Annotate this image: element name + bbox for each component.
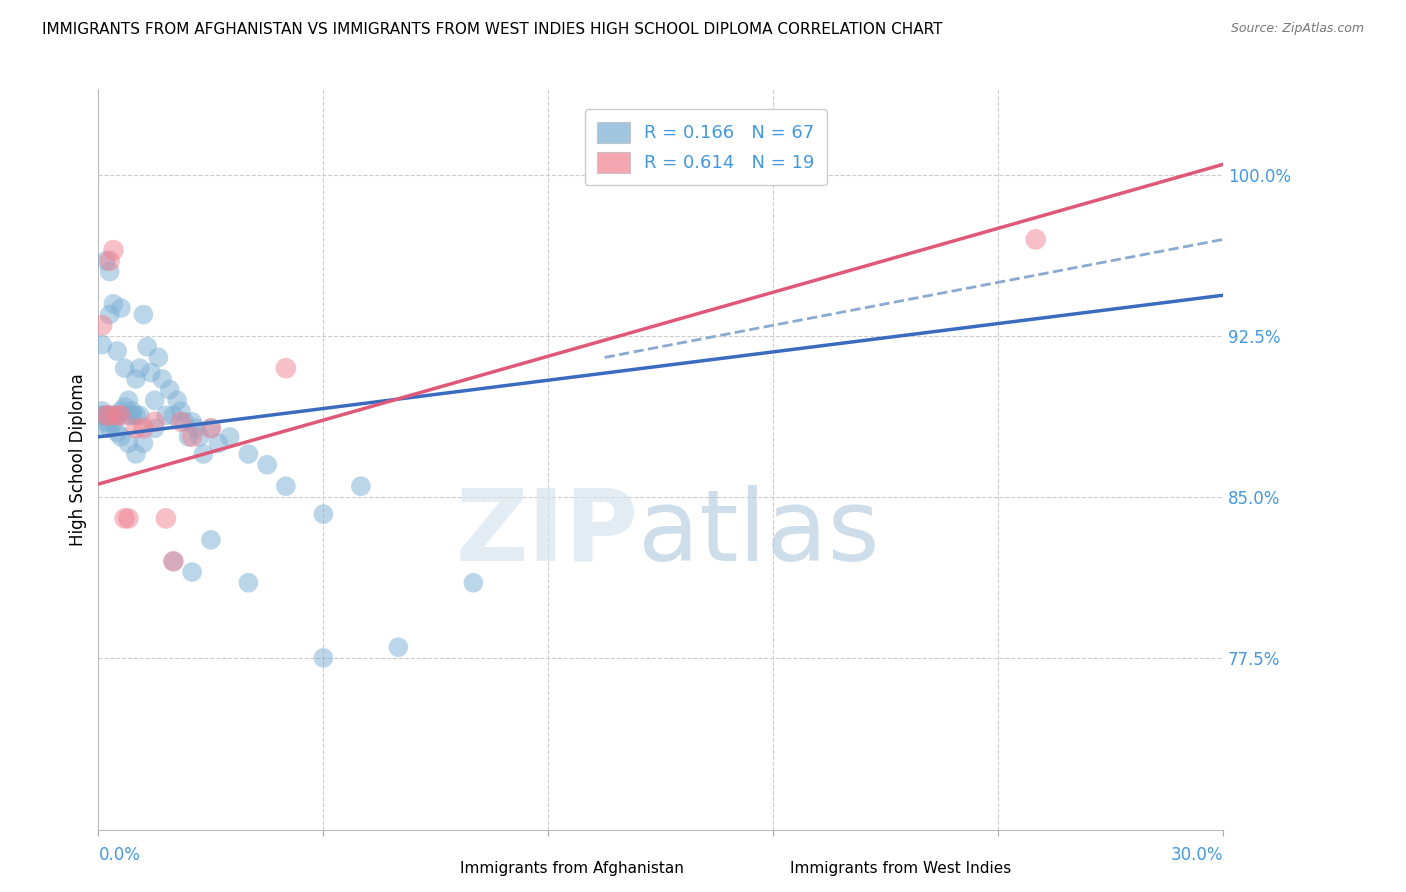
Point xyxy=(218,430,240,444)
Point xyxy=(103,415,125,429)
Point xyxy=(94,409,117,423)
Text: IMMIGRANTS FROM AFGHANISTAN VS IMMIGRANTS FROM WEST INDIES HIGH SCHOOL DIPLOMA C: IMMIGRANTS FROM AFGHANISTAN VS IMMIGRANT… xyxy=(42,22,942,37)
Point xyxy=(105,344,128,359)
Point xyxy=(274,361,297,376)
Point xyxy=(188,430,211,444)
Point xyxy=(155,409,177,423)
Point xyxy=(117,511,139,525)
Point xyxy=(94,253,117,268)
Point xyxy=(312,507,335,521)
Text: Source: ZipAtlas.com: Source: ZipAtlas.com xyxy=(1230,22,1364,36)
Point xyxy=(181,415,204,429)
Point xyxy=(117,393,139,408)
Point xyxy=(105,425,128,440)
Point xyxy=(105,409,128,423)
Point xyxy=(105,409,128,423)
Point xyxy=(162,554,184,568)
Point xyxy=(238,575,260,590)
Point xyxy=(238,447,260,461)
Point xyxy=(103,243,125,257)
Point xyxy=(110,430,132,444)
Point xyxy=(91,337,114,351)
Point xyxy=(103,297,125,311)
Point xyxy=(114,511,136,525)
Point xyxy=(121,404,143,418)
Point xyxy=(98,264,121,278)
Point xyxy=(159,383,181,397)
Point xyxy=(114,361,136,376)
Point xyxy=(114,400,136,414)
Text: Immigrants from West Indies: Immigrants from West Indies xyxy=(790,862,1011,876)
Point xyxy=(125,409,148,423)
Point xyxy=(94,409,117,423)
Point xyxy=(91,409,114,423)
Point xyxy=(170,415,193,429)
Point xyxy=(350,479,373,493)
Point xyxy=(312,651,335,665)
Point xyxy=(98,409,121,423)
Point xyxy=(155,511,177,525)
Point xyxy=(110,409,132,423)
Point xyxy=(200,533,222,547)
Point xyxy=(91,409,114,423)
Point xyxy=(170,404,193,418)
Text: 30.0%: 30.0% xyxy=(1171,847,1223,864)
Point xyxy=(110,404,132,418)
Point xyxy=(193,447,215,461)
Point xyxy=(181,565,204,579)
Point xyxy=(117,409,139,423)
Point xyxy=(91,318,114,333)
Point xyxy=(139,366,162,380)
Point xyxy=(125,372,148,386)
Point xyxy=(387,640,409,655)
Point xyxy=(173,415,195,429)
Point xyxy=(162,554,184,568)
Point xyxy=(207,436,229,450)
Text: atlas: atlas xyxy=(638,485,880,582)
Point xyxy=(143,415,166,429)
Point xyxy=(125,421,148,435)
Point xyxy=(98,409,121,423)
Point xyxy=(162,409,184,423)
Point xyxy=(128,361,150,376)
Text: Immigrants from Afghanistan: Immigrants from Afghanistan xyxy=(460,862,683,876)
Point xyxy=(98,421,121,435)
Point xyxy=(132,308,155,322)
Point xyxy=(98,308,121,322)
Point xyxy=(128,409,150,423)
Point xyxy=(110,301,132,315)
Point xyxy=(166,393,188,408)
Point xyxy=(1025,232,1047,246)
Point xyxy=(91,404,114,418)
Point xyxy=(94,415,117,429)
Point xyxy=(150,372,173,386)
Point xyxy=(94,421,117,435)
Point xyxy=(125,447,148,461)
Point xyxy=(132,436,155,450)
Point xyxy=(181,430,204,444)
Point xyxy=(132,421,155,435)
Point xyxy=(143,393,166,408)
Point xyxy=(121,409,143,423)
Text: 0.0%: 0.0% xyxy=(98,847,141,864)
Point xyxy=(177,430,200,444)
Point xyxy=(148,351,170,365)
Point xyxy=(136,340,159,354)
Legend: R = 0.166   N = 67, R = 0.614   N = 19: R = 0.166 N = 67, R = 0.614 N = 19 xyxy=(585,110,827,186)
Point xyxy=(200,421,222,435)
Point xyxy=(184,421,207,435)
Point xyxy=(98,253,121,268)
Y-axis label: High School Diploma: High School Diploma xyxy=(69,373,87,546)
Point xyxy=(463,575,485,590)
Point xyxy=(200,421,222,435)
Point xyxy=(256,458,278,472)
Text: ZIP: ZIP xyxy=(456,485,638,582)
Point xyxy=(103,409,125,423)
Point xyxy=(274,479,297,493)
Point xyxy=(117,436,139,450)
Point xyxy=(143,421,166,435)
